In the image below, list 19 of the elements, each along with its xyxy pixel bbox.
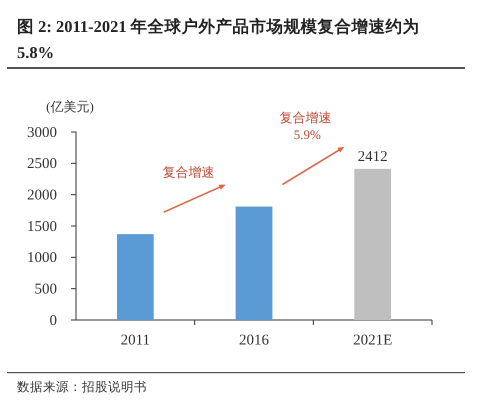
annotation: 复合增速 5.9% <box>280 110 335 142</box>
x-tick-label: 2021E <box>353 332 392 349</box>
y-axis-title: (亿美元) <box>46 99 94 114</box>
bar <box>236 206 272 320</box>
y-tick-label: 2500 <box>27 156 57 172</box>
y-tick-label: 1000 <box>27 250 57 266</box>
source-note: 数据来源：招股说明书 <box>17 380 147 394</box>
y-tick-label: 0 <box>50 312 57 329</box>
x-tick-label: 2011 <box>120 332 150 349</box>
x-tick-label: 2016 <box>239 332 270 349</box>
chart-title: 图 2: 2011-2021 年全球户外产品市场规模复合增速约为 5.8% <box>17 17 424 62</box>
bar <box>116 234 154 320</box>
y-tick-label: 3000 <box>27 124 57 141</box>
y-tick-label: 500 <box>34 281 57 298</box>
y-tick-label: 1500 <box>27 218 57 235</box>
bar <box>354 168 392 320</box>
annotation: 复合增速 <box>162 164 215 180</box>
data-label: 2412 <box>358 148 388 165</box>
y-tick-label: 2000 <box>27 187 57 204</box>
